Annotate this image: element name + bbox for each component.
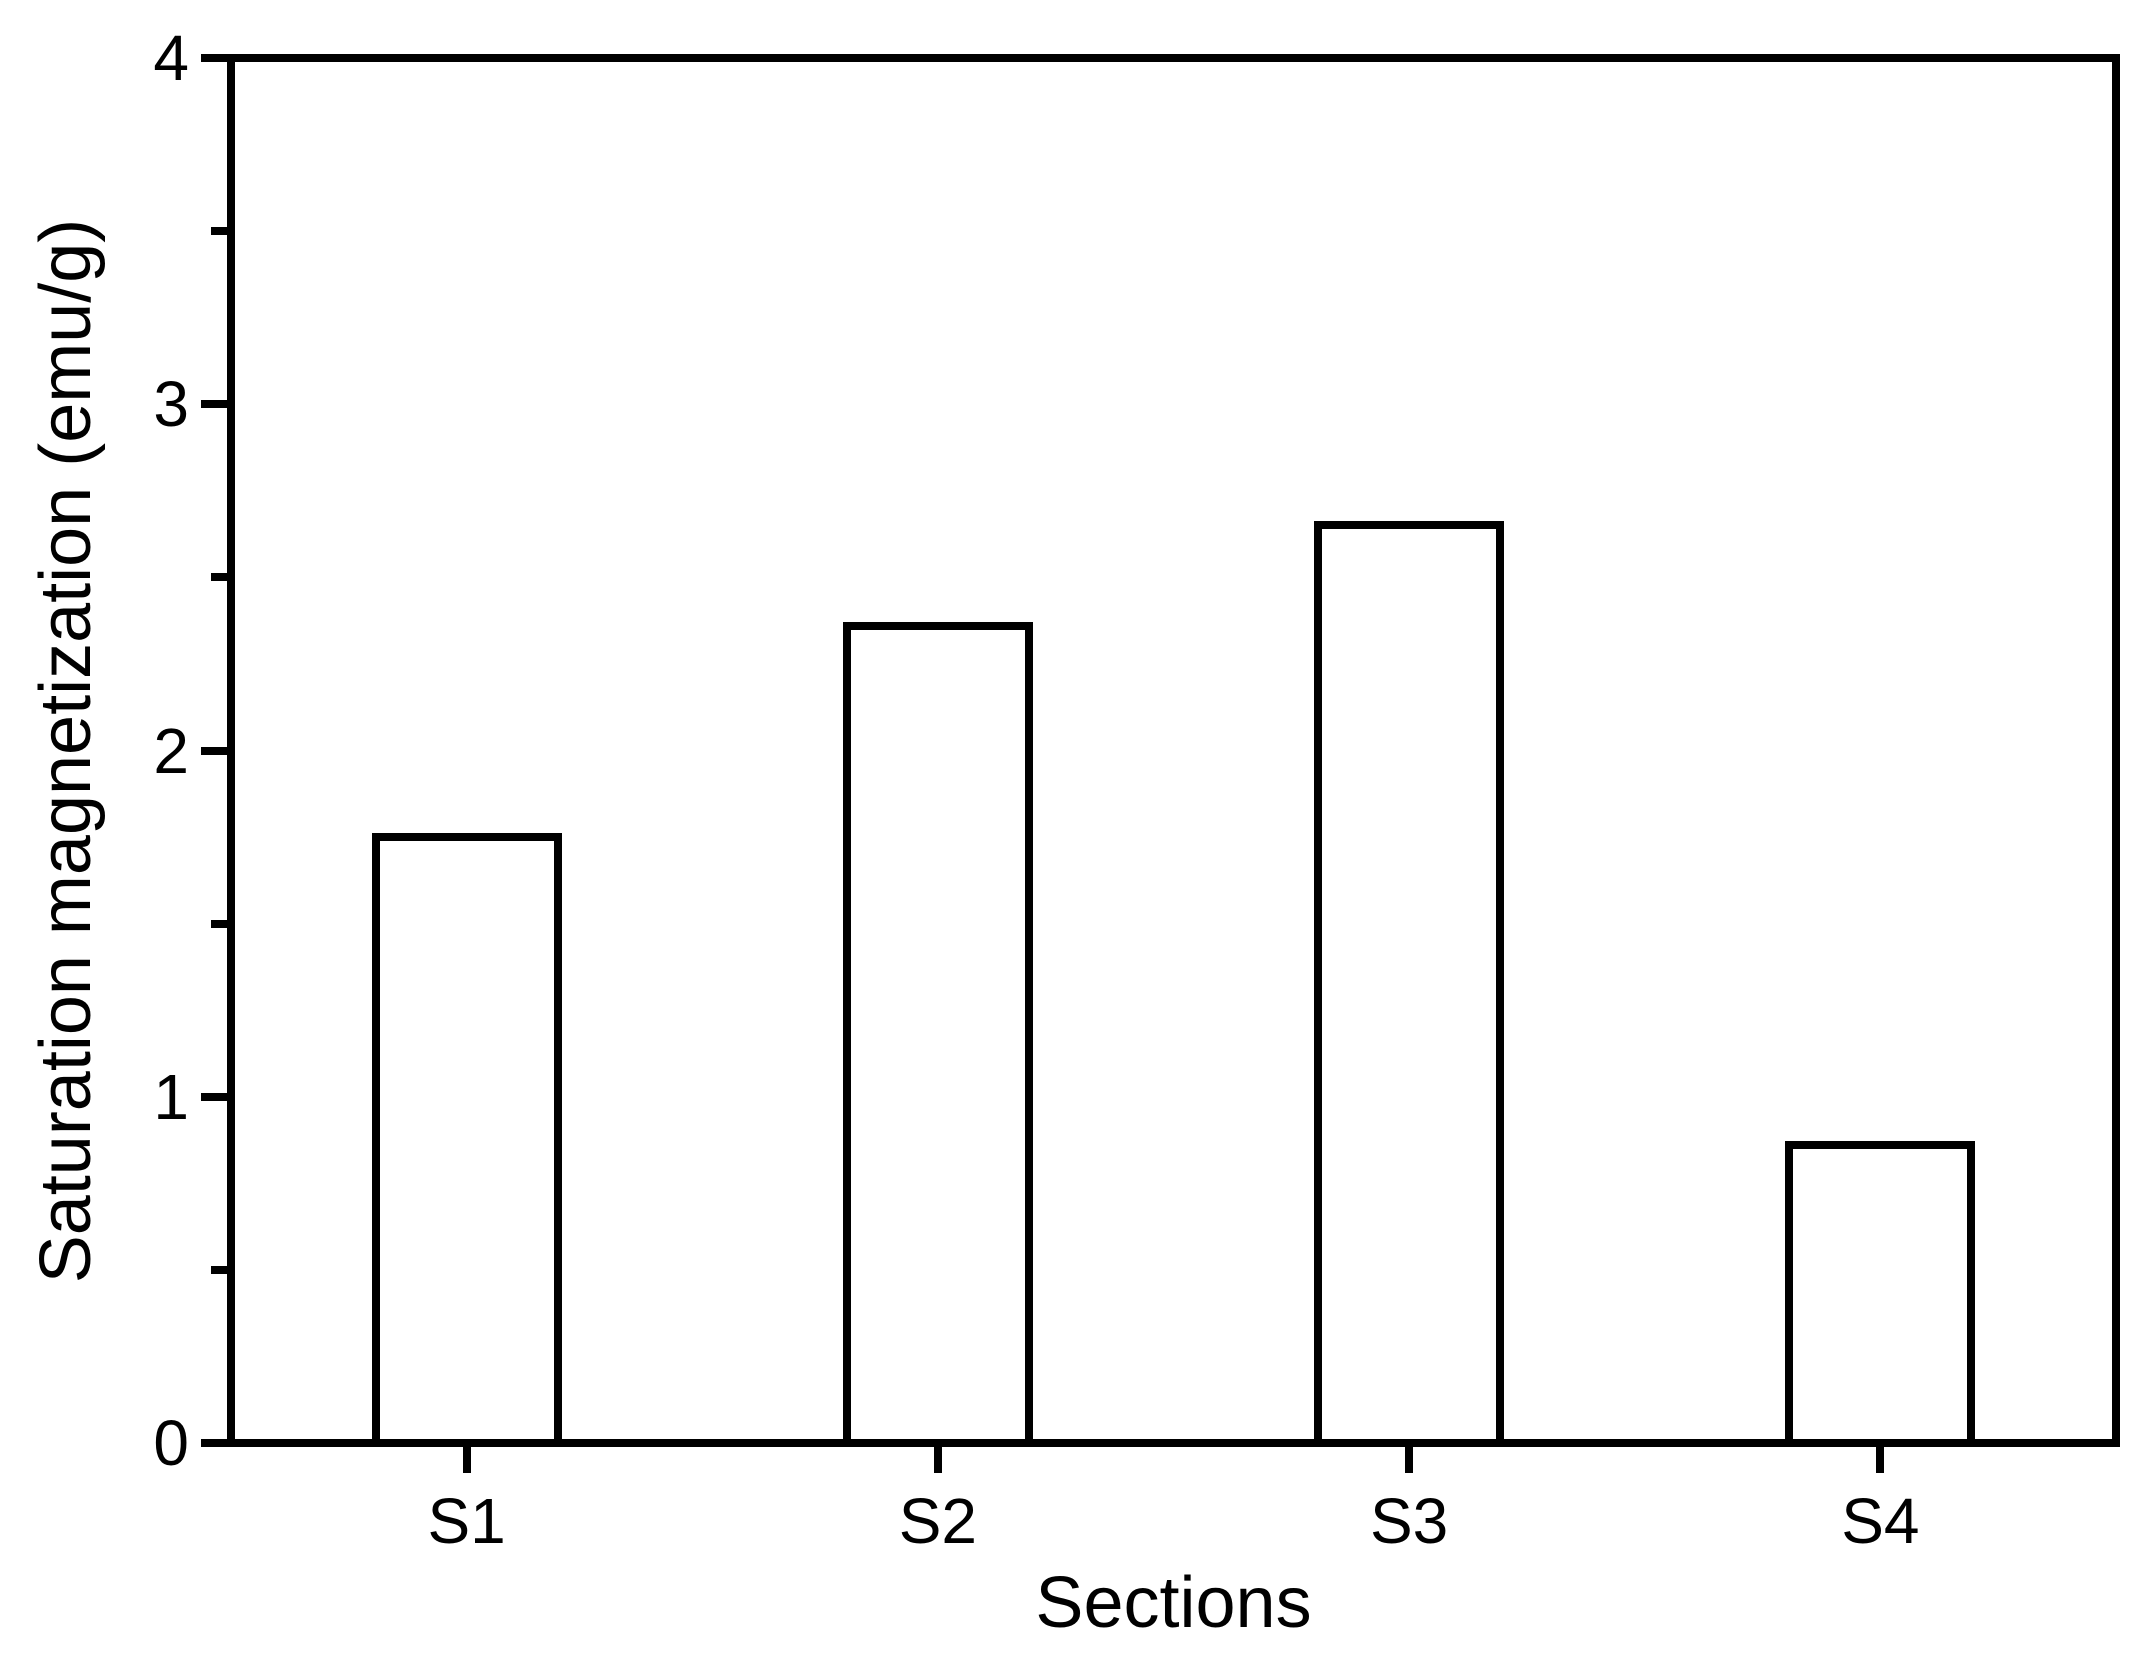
y-major-tick xyxy=(201,1092,227,1101)
y-major-tick xyxy=(201,54,227,62)
bar-s1 xyxy=(371,833,562,1447)
y-tick-label: 0 xyxy=(153,1407,189,1479)
y-minor-tick xyxy=(211,227,227,236)
y-tick-label: 1 xyxy=(153,1060,189,1133)
y-major-tick xyxy=(201,1439,227,1447)
x-tick-label-s3: S3 xyxy=(1369,1485,1449,1557)
y-tick-label: 2 xyxy=(153,714,189,787)
x-major-tick xyxy=(1876,1447,1885,1473)
y-major-tick xyxy=(201,746,227,755)
x-tick-label-s4: S4 xyxy=(1841,1485,1920,1557)
y-minor-tick xyxy=(211,919,227,928)
y-minor-tick xyxy=(211,573,227,582)
x-major-tick xyxy=(933,1447,942,1473)
bar-s3 xyxy=(1314,521,1505,1447)
x-tick-label-s1: S1 xyxy=(427,1485,506,1557)
bar-s4 xyxy=(1785,1141,1976,1447)
y-tick-label: 4 xyxy=(153,22,189,94)
x-tick-label-s2: S2 xyxy=(898,1485,978,1557)
y-minor-tick xyxy=(211,1265,227,1274)
y-tick-label: 3 xyxy=(153,368,189,441)
plot-area-frame xyxy=(227,54,2120,1447)
bar-s2 xyxy=(842,621,1033,1447)
y-major-tick xyxy=(201,400,227,409)
x-major-tick xyxy=(1405,1447,1414,1473)
x-axis-label: Sections xyxy=(1035,1563,1312,1643)
x-major-tick xyxy=(462,1447,471,1473)
